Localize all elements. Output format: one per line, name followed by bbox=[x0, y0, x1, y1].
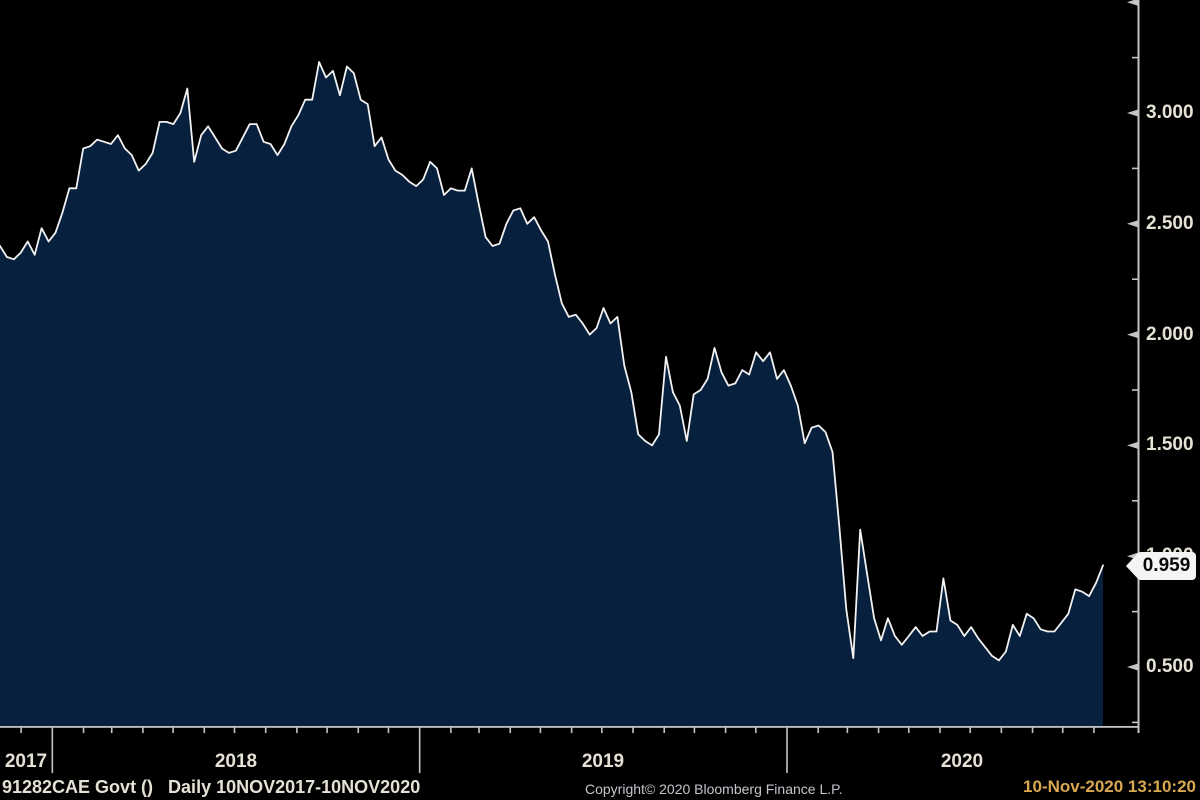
area-fill bbox=[0, 62, 1103, 727]
year-label: 2019 bbox=[581, 751, 625, 772]
y-minor-tick bbox=[1132, 500, 1138, 502]
year-label: 2017 bbox=[4, 751, 48, 772]
y-major-tick bbox=[1127, 442, 1138, 449]
y-axis-line bbox=[1137, 0, 1140, 733]
y-minor-tick bbox=[1132, 389, 1138, 391]
month-tick bbox=[326, 727, 328, 733]
year-tick bbox=[786, 727, 788, 773]
y-tick-label: 0.500 bbox=[1146, 656, 1194, 677]
month-tick bbox=[754, 727, 757, 733]
month-tick bbox=[357, 727, 360, 733]
y-tick-label: 1.500 bbox=[1146, 434, 1194, 455]
y-tick-label: 2.000 bbox=[1146, 324, 1194, 345]
month-tick bbox=[110, 727, 113, 733]
y-minor-tick bbox=[1132, 278, 1138, 280]
y-minor-tick bbox=[1132, 721, 1138, 724]
month-tick bbox=[1031, 727, 1034, 733]
timestamp: 10-Nov-2020 13:10:20 bbox=[1023, 777, 1196, 796]
y-major-tick bbox=[1127, 663, 1138, 671]
y-major-tick bbox=[1127, 109, 1138, 117]
month-tick bbox=[1000, 727, 1003, 733]
month-tick bbox=[172, 727, 174, 733]
month-tick bbox=[632, 727, 634, 733]
copyright-notice: Copyright© 2020 Bloomberg Finance L.P. bbox=[585, 781, 843, 797]
month-tick bbox=[907, 727, 910, 733]
y-minor-tick bbox=[1132, 167, 1138, 170]
last-price-value: 0.959 bbox=[1137, 552, 1196, 580]
status-bar: 91282CAE Govt () Daily 10NOV2017-10NOV20… bbox=[0, 777, 1200, 800]
month-tick bbox=[233, 727, 236, 733]
y-tick-label: 3.000 bbox=[1146, 102, 1194, 123]
month-tick bbox=[877, 727, 880, 733]
security-description: 91282CAE Govt () Daily 10NOV2017-10NOV20… bbox=[2, 777, 421, 797]
month-tick bbox=[1061, 727, 1064, 733]
y-minor-tick bbox=[1132, 610, 1138, 613]
y-tick-label: 2.500 bbox=[1146, 213, 1194, 234]
month-tick bbox=[82, 727, 85, 733]
year-label: 2018 bbox=[214, 751, 258, 772]
month-tick bbox=[724, 727, 727, 733]
month-tick bbox=[296, 727, 298, 733]
x-axis-line bbox=[0, 726, 1140, 728]
month-tick bbox=[539, 727, 542, 733]
month-tick bbox=[478, 727, 480, 733]
month-tick bbox=[601, 727, 603, 733]
month-tick bbox=[663, 727, 666, 733]
year-tick bbox=[51, 727, 54, 773]
year-label: 2020 bbox=[940, 751, 984, 772]
month-tick bbox=[570, 727, 573, 733]
month-tick bbox=[509, 727, 512, 733]
month-tick bbox=[939, 727, 941, 733]
month-tick bbox=[387, 727, 390, 733]
month-tick bbox=[450, 727, 452, 733]
month-tick bbox=[20, 727, 22, 733]
last-price-bubble: 0.959 bbox=[1126, 552, 1196, 580]
month-tick bbox=[203, 727, 206, 733]
month-tick bbox=[969, 727, 971, 733]
y-minor-tick bbox=[1132, 56, 1138, 59]
month-tick bbox=[264, 727, 267, 733]
month-tick bbox=[693, 727, 696, 733]
price-line bbox=[0, 61, 1104, 662]
month-tick bbox=[142, 727, 144, 733]
month-tick bbox=[846, 727, 849, 733]
year-tick bbox=[418, 727, 421, 773]
month-tick bbox=[1093, 727, 1095, 733]
month-tick bbox=[817, 727, 819, 733]
y-major-tick bbox=[1127, 0, 1138, 6]
y-major-tick bbox=[1127, 220, 1138, 228]
y-major-tick bbox=[1127, 331, 1138, 338]
last-price-bubble-arrow-icon bbox=[1126, 552, 1139, 580]
